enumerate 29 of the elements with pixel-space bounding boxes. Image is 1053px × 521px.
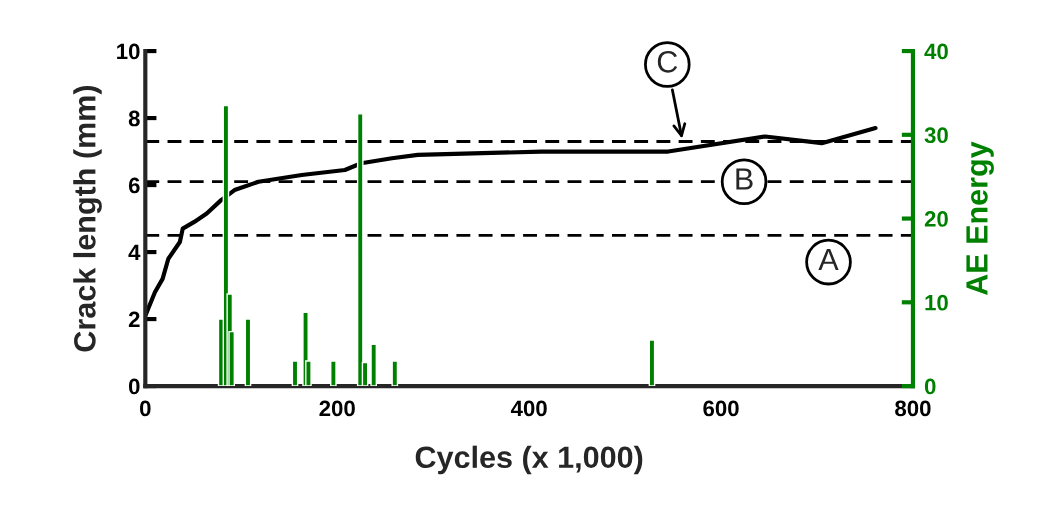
- bar: [648, 339, 656, 387]
- bar: [391, 360, 399, 387]
- y-tick-label: 4: [128, 244, 141, 261]
- y-axis-title: Crack length (mm): [73, 85, 102, 352]
- y2-tick-label: 30: [924, 127, 948, 144]
- x-tick-label: 200: [319, 400, 355, 417]
- ref-line-label: C: [657, 51, 678, 73]
- y-tick-label: 6: [128, 177, 140, 194]
- x-axis-title: Cycles (x 1,000): [415, 445, 643, 475]
- y-tick-label: 8: [128, 110, 140, 127]
- y2-axis-title: AE Energy: [966, 141, 994, 296]
- y2-tick-label: 40: [924, 43, 948, 60]
- bar: [244, 318, 252, 387]
- y2-tick-label: 20: [924, 211, 948, 227]
- y-tick-label: 0: [128, 378, 140, 395]
- x-tick-label: 0: [140, 400, 151, 417]
- x-tick-label: 800: [895, 400, 931, 417]
- bar: [291, 360, 299, 387]
- y-tick-label: 10: [117, 43, 140, 60]
- x-tick-label: 600: [703, 400, 739, 417]
- bar: [370, 343, 378, 387]
- y-tick-label: 2: [128, 311, 140, 328]
- bar: [356, 113, 364, 387]
- y2-tick-label: 0: [924, 378, 936, 395]
- bar: [330, 360, 337, 387]
- ref-line-label: A: [818, 248, 839, 271]
- ref-line-label: B: [736, 168, 753, 190]
- x-tick-label: 400: [510, 400, 547, 417]
- y2-tick-label: 10: [925, 294, 948, 311]
